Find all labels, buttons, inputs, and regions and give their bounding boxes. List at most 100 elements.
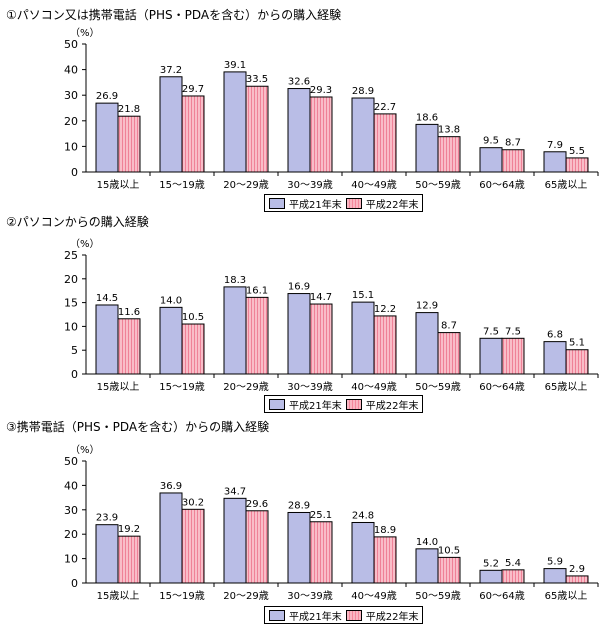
data-label-series1: 18.3 bbox=[224, 275, 246, 286]
bar-series1 bbox=[479, 337, 503, 375]
bar-series1 bbox=[415, 123, 439, 173]
data-label-series2: 8.7 bbox=[441, 321, 457, 332]
bar-series2 bbox=[181, 95, 205, 173]
chart-title: ①パソコン又は携帯電話（PHS・PDAを含む）からの購入経験 bbox=[6, 8, 342, 22]
legend-swatch-series1 bbox=[269, 609, 285, 621]
legend-box: 平成21年末 平成22年末 bbox=[264, 606, 424, 624]
data-label-series2: 21.8 bbox=[118, 104, 140, 115]
bar-series2 bbox=[373, 536, 397, 584]
bar-series2 bbox=[245, 510, 269, 584]
x-tick-label: 60～64歳 bbox=[479, 381, 524, 393]
bar-series2 bbox=[245, 296, 269, 375]
x-tick-label: 60～64歳 bbox=[479, 179, 524, 191]
data-label-series1: 7.5 bbox=[483, 326, 499, 337]
data-label-series2: 10.5 bbox=[438, 545, 460, 556]
bar-series2 bbox=[245, 85, 269, 173]
x-tick-label: 20～29歳 bbox=[223, 179, 268, 191]
data-label-series1: 18.6 bbox=[416, 112, 438, 123]
bar-series2 bbox=[501, 149, 525, 173]
legend-label-series2: 平成22年末 bbox=[365, 400, 419, 412]
bar-series1 bbox=[159, 492, 183, 584]
bar-series2 bbox=[309, 303, 333, 375]
x-tick-label: 20～29歳 bbox=[223, 381, 268, 393]
y-tick-label: 0 bbox=[71, 577, 78, 590]
data-label-series2: 7.5 bbox=[505, 326, 521, 337]
legend-box: 平成21年末 平成22年末 bbox=[264, 395, 424, 413]
x-tick-label: 65歳以上 bbox=[545, 179, 588, 191]
bar-series1 bbox=[351, 301, 375, 375]
x-tick-label: 15～19歳 bbox=[159, 381, 204, 393]
data-label-series1: 16.9 bbox=[288, 282, 310, 293]
data-label-series2: 16.1 bbox=[246, 285, 268, 296]
data-label-series2: 11.6 bbox=[118, 307, 140, 318]
bar-series2 bbox=[309, 521, 333, 584]
chart-panel-3: ③携帯電話（PHS・PDAを含む）からの購入経験 （%） 0 10 20 30 40 50 1… bbox=[0, 420, 611, 630]
chart-panel-1: ①パソコン又は携帯電話（PHS・PDAを含む）からの購入経験 （%） 0 10 20 3… bbox=[0, 8, 611, 213]
bar-series1 bbox=[351, 97, 375, 173]
data-label-series1: 39.1 bbox=[224, 60, 246, 71]
data-label-series2: 33.5 bbox=[246, 74, 268, 85]
data-label-series1: 5.2 bbox=[483, 558, 499, 569]
x-tick-label: 15歳以上 bbox=[97, 179, 140, 191]
data-label-series2: 5.5 bbox=[569, 146, 585, 157]
bar-series2 bbox=[565, 575, 589, 584]
bar-series1 bbox=[95, 102, 119, 173]
bar-series1 bbox=[223, 497, 247, 584]
y-tick-label: 30 bbox=[64, 89, 78, 102]
y-axis-unit-label: （%） bbox=[70, 27, 100, 39]
data-label-series1: 14.0 bbox=[160, 295, 182, 306]
y-tick-label: 20 bbox=[64, 528, 78, 541]
y-tick-label: 15 bbox=[64, 297, 78, 310]
legend-swatch-series1 bbox=[269, 197, 285, 209]
legend-swatch-series2 bbox=[345, 398, 362, 410]
y-tick-label: 0 bbox=[71, 368, 78, 381]
legend-label-series2: 平成22年末 bbox=[365, 199, 419, 211]
bar-series2 bbox=[117, 115, 141, 173]
x-tick-label: 30～39歳 bbox=[287, 179, 332, 191]
data-label-series2: 2.9 bbox=[569, 564, 585, 575]
bar-series2 bbox=[309, 96, 333, 173]
data-label-series1: 9.5 bbox=[483, 136, 499, 147]
y-tick-label: 10 bbox=[64, 320, 78, 333]
y-tick-label: 40 bbox=[64, 479, 78, 492]
data-label-series1: 34.7 bbox=[224, 486, 246, 497]
y-axis-unit-label: （%） bbox=[70, 238, 100, 250]
y-tick-label: 20 bbox=[64, 273, 78, 286]
bar-series1 bbox=[543, 568, 567, 584]
legend-swatch-series1 bbox=[269, 398, 285, 410]
legend-label-series1: 平成21年末 bbox=[289, 400, 342, 412]
bar-series2 bbox=[501, 337, 525, 375]
data-label-series1: 5.9 bbox=[547, 557, 563, 568]
bar-series1 bbox=[543, 341, 567, 375]
bar-series1 bbox=[159, 76, 183, 173]
data-label-series1: 15.1 bbox=[352, 290, 374, 301]
data-label-series1: 14.5 bbox=[96, 293, 118, 304]
bar-series2 bbox=[437, 332, 461, 375]
chart-panel-2: ②パソコンからの購入経験 （%） 0 5 10 15 20 25 15歳以上 14.5 11.6 1… bbox=[0, 215, 611, 415]
x-tick-label: 50～59歳 bbox=[415, 179, 460, 191]
bar-series2 bbox=[437, 136, 461, 173]
bar-series2 bbox=[373, 315, 397, 375]
legend-swatch-series2 bbox=[345, 197, 362, 209]
bar-series2 bbox=[117, 535, 141, 584]
bar-series2 bbox=[437, 556, 461, 584]
bar-series2 bbox=[501, 569, 525, 584]
data-label-series1: 12.9 bbox=[416, 301, 438, 312]
bar-series1 bbox=[415, 548, 439, 584]
data-label-series2: 30.2 bbox=[182, 497, 204, 508]
bar-series1 bbox=[479, 147, 503, 173]
data-label-series1: 6.8 bbox=[547, 330, 563, 341]
data-label-series2: 29.6 bbox=[246, 499, 268, 510]
y-axis-unit-label: （%） bbox=[70, 444, 100, 456]
bar-series1 bbox=[415, 312, 439, 375]
x-tick-label: 40～49歳 bbox=[351, 381, 396, 393]
bar-series1 bbox=[543, 151, 567, 173]
data-label-series1: 28.9 bbox=[288, 500, 310, 511]
legend-label-series1: 平成21年末 bbox=[289, 611, 342, 623]
data-label-series2: 29.7 bbox=[182, 84, 204, 95]
y-tick-label: 0 bbox=[71, 166, 78, 179]
bar-series1 bbox=[95, 524, 119, 584]
data-label-series1: 14.0 bbox=[416, 537, 438, 548]
legend-swatch-series2 bbox=[345, 609, 362, 621]
bar-series2 bbox=[373, 113, 397, 173]
